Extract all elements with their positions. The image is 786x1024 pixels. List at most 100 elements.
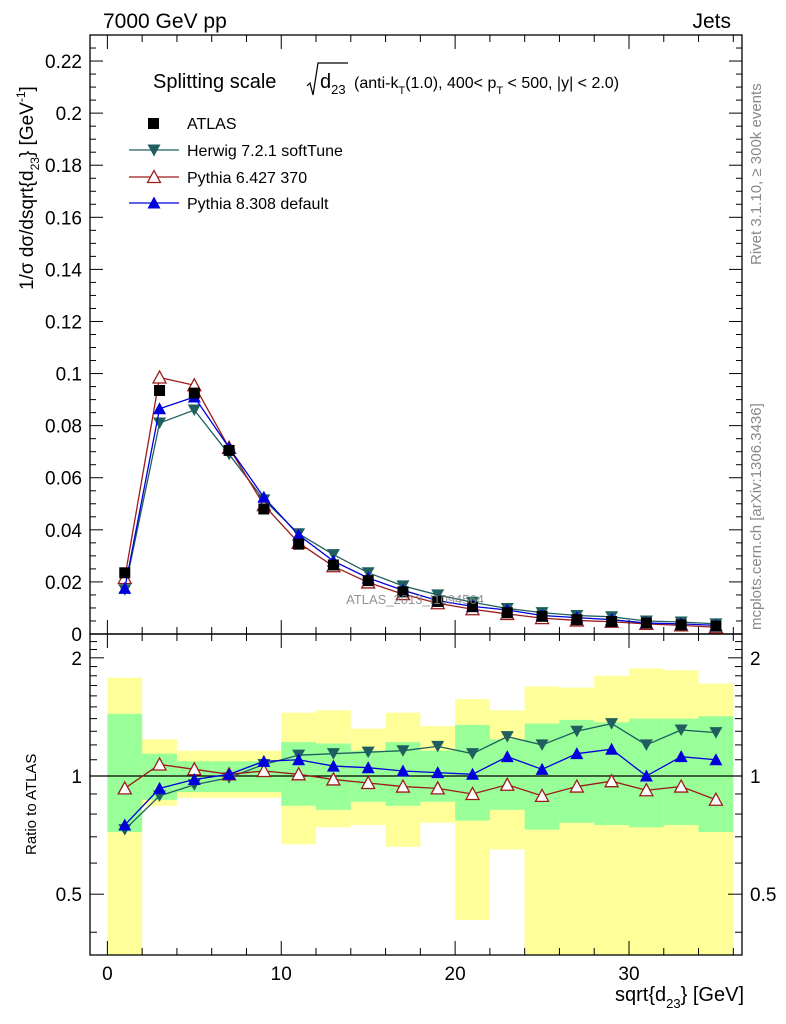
point-atlas xyxy=(710,620,722,632)
point-atlas xyxy=(640,617,652,629)
title-symbol-sub: 23 xyxy=(331,82,345,97)
main-ytick-label: 0.14 xyxy=(45,260,82,281)
ratio-point-herwig-7-2-1-softtune xyxy=(326,748,340,760)
ratio-point-herwig-7-2-1-softtune xyxy=(674,724,688,736)
ratio-point-pythia-8-308-default xyxy=(466,767,480,780)
ratio-ytick-label-right: 0.5 xyxy=(750,885,776,906)
point-atlas xyxy=(536,610,548,622)
legend-entry-pythia6: Pythia 6.427 370 xyxy=(129,169,307,187)
ratio-panel: 0.5 0.51 12 20 10 20 30 Ratio to ATLAS sqrt{d2… xyxy=(23,633,776,1011)
svg-text:ATLAS: ATLAS xyxy=(187,116,237,133)
ratio-point-pythia-8-308-default xyxy=(257,754,271,767)
main-axes: 0 0.02 0.04 0.06 0.08 0.1 0.12 0.14 0.16 0.18 0.2 0… xyxy=(45,34,743,646)
ratio-xtick-label: 0 xyxy=(102,964,113,985)
main-ytick-label: 0.18 xyxy=(45,156,82,177)
energy-label: 7000 GeV pp xyxy=(103,10,227,33)
ratio-point-pythia-8-308-default xyxy=(326,759,340,772)
ratio-point-pythia-8-308-default xyxy=(639,769,653,782)
ratio-ytick-label: 2 xyxy=(71,649,82,670)
main-ytick-label: 0.2 xyxy=(56,104,82,125)
ratio-point-pythia-8-308-default xyxy=(153,781,167,794)
ratio-point-herwig-7-2-1-softtune xyxy=(639,739,653,751)
ratio-point-pythia-8-308-default xyxy=(396,764,410,777)
point-atlas xyxy=(154,384,166,396)
main-ytick-label: 0.04 xyxy=(45,521,82,542)
ratio-point-pythia-8-308-default xyxy=(222,767,236,780)
point-atlas xyxy=(606,615,618,627)
process-label: Jets xyxy=(692,10,731,33)
series-line-herwig-7-2-1-softtune xyxy=(124,409,716,625)
ratio-point-herwig-7-2-1-softtune xyxy=(570,725,584,738)
ratio-point-pythia-6-427-370 xyxy=(256,763,272,778)
main-ytick-label: 0.22 xyxy=(45,52,82,73)
point-atlas xyxy=(467,601,479,613)
ratio-point-herwig-7-2-1-softtune xyxy=(361,746,375,759)
point-herwig-7-2-1-softtune xyxy=(153,417,167,430)
point-pythia-6-427-370 xyxy=(151,369,168,384)
point-pythia-8-308-default xyxy=(153,402,167,415)
svg-text:Herwig 7.2.1 softTune: Herwig 7.2.1 softTune xyxy=(187,143,343,160)
series-line-pythia-8-308-default xyxy=(124,396,716,627)
point-atlas xyxy=(119,567,131,579)
point-atlas xyxy=(327,559,339,571)
legend-entry-herwig: Herwig 7.2.1 softTune xyxy=(129,143,343,160)
title-cut-a-sub: T xyxy=(398,85,405,97)
point-pythia-8-308-default xyxy=(118,581,132,594)
main-ytick-label: 0 xyxy=(71,625,82,646)
ratio-ylabel: Ratio to ATLAS xyxy=(23,754,40,855)
ratio-series-pythia-6-427-370 xyxy=(117,756,724,806)
ratio-ytick-label: 0.5 xyxy=(56,885,82,906)
title-symbol: d xyxy=(320,71,331,93)
point-atlas xyxy=(258,503,270,515)
band-stat xyxy=(663,718,699,826)
main-ylabel: 1/σ dσ/dsqrt{d23} [GeV-1] xyxy=(14,86,42,290)
svg-text:Pythia 8.308 default: Pythia 8.308 default xyxy=(187,196,329,213)
ratio-point-pythia-6-427-370 xyxy=(464,786,481,801)
legend: ATLAS Herwig 7.2.1 softTune Pythia 6.427… xyxy=(129,116,343,213)
title-cut-c: < 500, |y| < 2.0) xyxy=(503,75,619,92)
ratio-xtick-label: 10 xyxy=(271,964,292,985)
ratio-point-herwig-7-2-1-softtune xyxy=(500,731,514,743)
ratio-point-pythia-6-427-370 xyxy=(604,773,620,788)
main-series-layer xyxy=(117,369,724,634)
ratio-point-pythia-8-308-default xyxy=(535,762,549,775)
point-atlas xyxy=(223,444,235,456)
point-atlas xyxy=(188,387,200,399)
point-atlas xyxy=(397,586,409,598)
ratio-point-herwig-7-2-1-softtune xyxy=(535,739,549,751)
chart-title: Splitting scale d23 (anti-kT(1.0), 400< … xyxy=(153,62,619,97)
ratio-point-pythia-6-427-370 xyxy=(673,778,689,793)
svg-text:(anti-kT(1.0), 400< pT < 500,: (anti-kT(1.0), 400< pT < 500, |y| < 2.0) xyxy=(354,75,619,97)
ratio-point-pythia-6-427-370 xyxy=(325,771,342,786)
series-line-pythia-6-427-370 xyxy=(124,376,716,628)
ratio-ytick-label: 1 xyxy=(71,767,82,788)
ratio-point-pythia-8-308-default xyxy=(187,772,201,785)
legend-entry-pythia8: Pythia 8.308 default xyxy=(129,196,329,213)
ratio-series-pythia-8-308-default xyxy=(118,742,723,831)
main-ytick-label: 0.12 xyxy=(45,312,82,333)
ratio-point-pythia-8-308-default xyxy=(709,753,723,766)
main-ytick-label: 0.06 xyxy=(45,469,82,490)
main-ytick-label: 0.16 xyxy=(45,208,82,229)
svg-text:Splitting scale: Splitting scale xyxy=(153,71,276,93)
point-atlas xyxy=(571,614,583,626)
title-cut-b: (1.0), 400< p xyxy=(405,75,496,92)
title-cut-a: (anti-k xyxy=(354,75,399,92)
series-atlas xyxy=(119,384,722,632)
point-herwig-7-2-1-softtune xyxy=(187,404,201,417)
ratio-point-pythia-6-427-370 xyxy=(117,780,133,795)
ratio-xtick-label: 30 xyxy=(618,964,639,985)
ratio-point-pythia-6-427-370 xyxy=(360,775,376,790)
point-atlas xyxy=(362,575,374,587)
ratio-point-pythia-6-427-370 xyxy=(569,778,585,793)
ratio-plot-frame xyxy=(89,633,743,956)
point-atlas xyxy=(432,595,444,607)
ratio-point-pythia-8-308-default xyxy=(361,761,375,774)
legend-entry-atlas: ATLAS xyxy=(148,116,237,133)
ratio-point-pythia-6-427-370 xyxy=(499,776,515,791)
ratio-point-pythia-8-308-default xyxy=(570,747,584,760)
sqrt-sign xyxy=(306,62,348,96)
svg-text:d23: d23 xyxy=(320,71,346,97)
main-ytick-label: 0.08 xyxy=(45,417,82,438)
